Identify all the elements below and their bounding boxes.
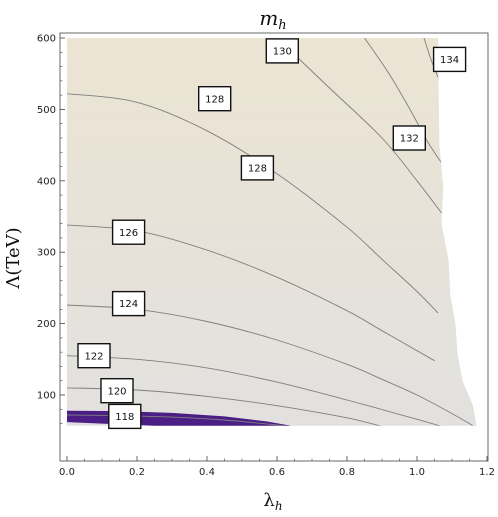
- contour-label-130: 130: [265, 38, 299, 64]
- contour-label-122: 122: [77, 343, 111, 369]
- contour-label-126: 126: [111, 219, 146, 245]
- contour-line-134: [423, 38, 439, 78]
- contour-label-box: [77, 343, 111, 369]
- y-axis-label: Λ(TeV): [3, 227, 24, 289]
- contour-label-box: [197, 85, 232, 112]
- contour-label-132: 132: [392, 125, 426, 151]
- contour-lines-group: [67, 38, 474, 426]
- contour-label-120: 120: [100, 378, 134, 404]
- contour-line-128: [67, 93, 439, 314]
- contour-label-text: 122: [84, 351, 103, 362]
- contour-label-text: 134: [440, 55, 459, 66]
- contour-label-128: 128: [240, 155, 275, 181]
- contour-label-text: 124: [119, 299, 138, 310]
- y-tick-label: 400: [37, 176, 56, 187]
- contour-label-box: [111, 219, 146, 245]
- y-axis-ticks: 100 200 300 400 500 600: [37, 34, 65, 424]
- contour-line-130: [276, 38, 442, 214]
- contour-fill-region: [67, 38, 477, 426]
- x-tick-label: 1.0: [409, 467, 425, 478]
- y-tick-label: 200: [37, 319, 56, 330]
- contour-label-128: 128: [197, 85, 232, 112]
- contour-label-box: [111, 290, 146, 317]
- y-tick-label: 600: [37, 34, 56, 45]
- contour-label-box: [240, 155, 275, 181]
- x-axis-label: λh: [263, 490, 282, 513]
- contour-label-text: 130: [273, 47, 292, 58]
- y-tick-label: 300: [37, 248, 56, 259]
- contour-label-text: 118: [115, 412, 134, 423]
- x-axis-ticks: 0.0 0.2 0.4 0.6 0.8 1.0 1.2: [59, 456, 495, 478]
- plot-frame: [59, 32, 489, 462]
- contour-label-box: [100, 378, 134, 404]
- y-tick-label: 500: [37, 105, 56, 116]
- chart-title: mh: [259, 6, 286, 33]
- contour-label-box: [392, 125, 426, 151]
- x-tick-label: 1.2: [479, 467, 495, 478]
- x-tick-label: 0.2: [129, 467, 145, 478]
- contour-line-118: [67, 414, 285, 426]
- contour-label-box: [108, 403, 142, 430]
- x-tick-label: 0.8: [339, 467, 355, 478]
- contour-label-text: 132: [400, 134, 419, 145]
- contour-labels-group: 130 134 128 132 128 126 124 122 120 118: [77, 38, 467, 430]
- contour-label-124: 124: [111, 290, 146, 317]
- contour-label-text: 120: [107, 386, 126, 397]
- contour-label-box: [265, 38, 299, 64]
- x-tick-label: 0.0: [59, 467, 75, 478]
- contour-label-text: 128: [205, 94, 224, 105]
- contour-label-118: 118: [108, 403, 142, 430]
- contour-line-132: [364, 38, 442, 164]
- contour-label-text: 128: [248, 164, 267, 175]
- contour-line-124: [67, 304, 474, 426]
- x-tick-label: 0.6: [269, 467, 285, 478]
- contour-label-box: [432, 46, 467, 73]
- contour-label-text: 126: [119, 228, 138, 239]
- contour-line-122: [67, 355, 442, 426]
- x-tick-label: 0.4: [199, 467, 215, 478]
- y-tick-label: 100: [37, 391, 56, 402]
- contour-label-134: 134: [432, 46, 467, 73]
